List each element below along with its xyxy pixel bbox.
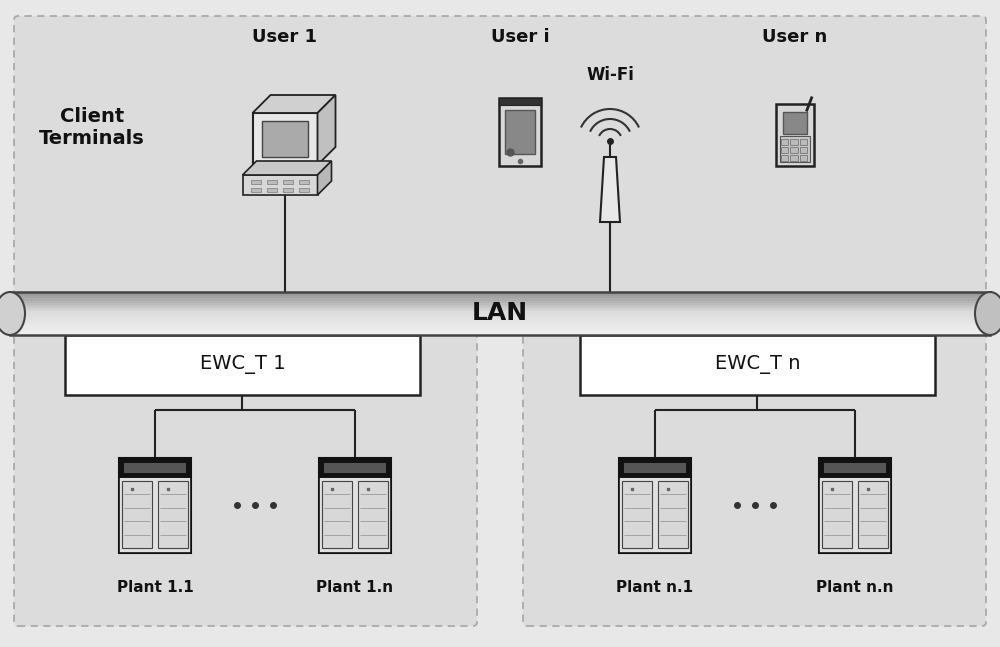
- Polygon shape: [252, 95, 336, 113]
- Bar: [819, 476, 891, 553]
- Bar: [781, 155, 788, 161]
- Bar: [783, 112, 807, 134]
- Bar: [10, 314, 990, 316]
- Polygon shape: [318, 95, 336, 165]
- Bar: [10, 292, 990, 294]
- Bar: [819, 457, 891, 553]
- Bar: [10, 298, 990, 301]
- Polygon shape: [243, 161, 332, 175]
- Bar: [790, 155, 798, 161]
- Bar: [124, 463, 186, 473]
- Bar: [319, 457, 391, 476]
- Bar: [10, 294, 990, 296]
- Bar: [119, 476, 191, 553]
- Bar: [319, 476, 391, 553]
- Bar: [10, 329, 990, 331]
- Bar: [499, 98, 541, 105]
- Bar: [580, 335, 935, 395]
- Bar: [10, 318, 990, 320]
- Bar: [10, 301, 990, 303]
- Bar: [780, 136, 810, 162]
- Bar: [622, 481, 652, 548]
- Bar: [619, 457, 691, 476]
- Bar: [10, 324, 990, 326]
- FancyBboxPatch shape: [14, 308, 477, 626]
- Bar: [119, 457, 191, 553]
- Bar: [251, 180, 261, 184]
- Text: Client
Terminals: Client Terminals: [39, 107, 145, 148]
- Bar: [10, 307, 990, 309]
- Text: Plant 1.n: Plant 1.n: [316, 580, 394, 595]
- Bar: [10, 326, 990, 329]
- Bar: [122, 481, 152, 548]
- Bar: [822, 481, 852, 548]
- Bar: [619, 476, 691, 553]
- Bar: [319, 457, 391, 553]
- Bar: [10, 292, 990, 335]
- FancyBboxPatch shape: [14, 16, 986, 296]
- Bar: [800, 140, 807, 146]
- Bar: [322, 481, 352, 548]
- Bar: [283, 180, 292, 184]
- Bar: [10, 316, 990, 318]
- Bar: [824, 463, 886, 473]
- Bar: [658, 481, 688, 548]
- Bar: [781, 148, 788, 153]
- Text: Plant 1.1: Plant 1.1: [117, 580, 193, 595]
- Bar: [858, 481, 888, 548]
- Bar: [781, 140, 788, 146]
- Bar: [299, 180, 309, 184]
- Bar: [505, 110, 535, 155]
- Bar: [267, 180, 277, 184]
- Ellipse shape: [0, 292, 25, 335]
- Bar: [119, 457, 191, 476]
- Text: Plant n.n: Plant n.n: [816, 580, 894, 595]
- Text: LAN: LAN: [472, 302, 528, 325]
- Bar: [10, 333, 990, 335]
- FancyBboxPatch shape: [523, 308, 986, 626]
- Bar: [65, 335, 420, 395]
- Bar: [819, 457, 891, 476]
- Text: EWC_T 1: EWC_T 1: [200, 355, 285, 375]
- Bar: [267, 188, 277, 192]
- Bar: [324, 463, 386, 473]
- Bar: [800, 155, 807, 161]
- Bar: [790, 148, 798, 153]
- Polygon shape: [600, 157, 620, 222]
- Bar: [624, 463, 686, 473]
- Ellipse shape: [975, 292, 1000, 335]
- Bar: [10, 322, 990, 324]
- Text: Plant n.1: Plant n.1: [616, 580, 694, 595]
- Bar: [499, 98, 541, 166]
- Bar: [158, 481, 188, 548]
- Bar: [619, 457, 691, 553]
- Bar: [10, 320, 990, 322]
- Text: User n: User n: [762, 28, 828, 46]
- Bar: [10, 305, 990, 307]
- Bar: [358, 481, 388, 548]
- Text: Wi-Fi: Wi-Fi: [586, 66, 634, 84]
- Bar: [790, 140, 798, 146]
- Bar: [251, 188, 261, 192]
- Bar: [252, 113, 318, 165]
- Text: EWC_T n: EWC_T n: [715, 355, 800, 375]
- Bar: [10, 331, 990, 333]
- Bar: [243, 175, 318, 195]
- Bar: [10, 311, 990, 314]
- Bar: [800, 148, 807, 153]
- Polygon shape: [318, 161, 332, 195]
- Text: User 1: User 1: [252, 28, 318, 46]
- Bar: [10, 296, 990, 298]
- Bar: [299, 188, 309, 192]
- Text: User i: User i: [491, 28, 549, 46]
- Bar: [776, 104, 814, 166]
- Bar: [283, 188, 292, 192]
- Bar: [262, 122, 308, 157]
- Bar: [10, 303, 990, 305]
- Bar: [10, 309, 990, 311]
